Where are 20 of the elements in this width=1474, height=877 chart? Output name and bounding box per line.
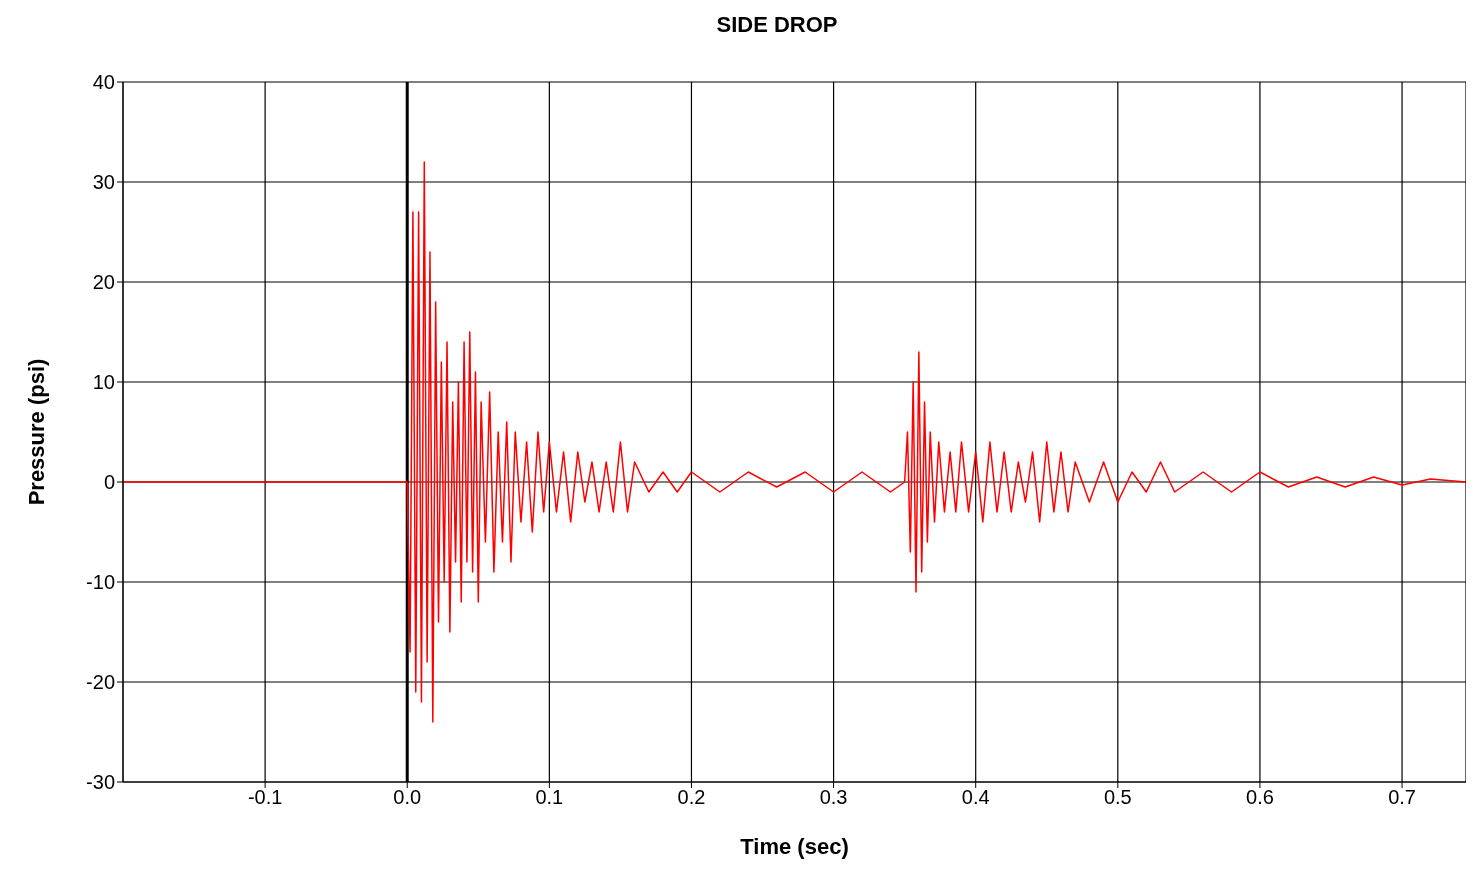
x-tick-label: 0.4 [961, 786, 990, 809]
y-tick-label: 10 [92, 371, 115, 394]
x-tick-label: 0.7 [1388, 786, 1416, 809]
y-tick-label: 30 [92, 171, 115, 194]
x-tick-label: 0.2 [677, 786, 706, 809]
y-tick-label: 20 [92, 271, 115, 294]
chart-title: SIDE DROP [715, 11, 839, 39]
x-tick-label: 0.5 [1103, 786, 1132, 809]
x-tick-label: 0.0 [393, 786, 422, 809]
y-tick-label: -30 [86, 771, 115, 794]
x-axis-title: Time (sec) [740, 834, 849, 859]
x-tick-label: 0.3 [819, 786, 848, 809]
y-tick-label: -10 [86, 571, 115, 594]
y-axis-title: Pressure (psi) [23, 358, 49, 506]
x-tick-label: 0.6 [1246, 786, 1274, 809]
x-tick-label: -0.1 [247, 786, 283, 809]
y-tick-label: -20 [86, 671, 115, 694]
x-tick-label: 0.1 [535, 786, 564, 809]
y-tick-label: 40 [92, 71, 115, 94]
y-tick-label: 0 [103, 471, 115, 494]
